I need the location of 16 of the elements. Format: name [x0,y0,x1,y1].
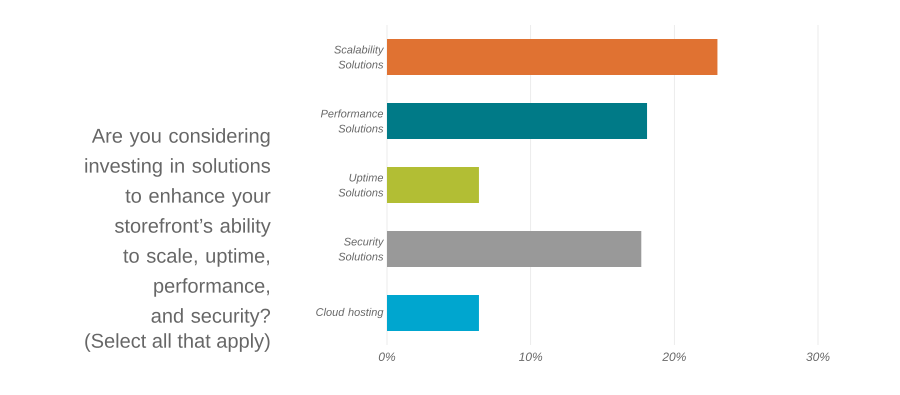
y-tick-label: Uptime Solutions [338,173,384,197]
text: Are you considering investing in solutions to enhance your storefront’s ability to scale, uptime, performance, and security? [85,128,271,327]
bar [387,103,648,140]
bar [387,231,642,268]
text: (Select all that apply) [85,333,270,352]
x-tick-label: 20% [662,352,686,362]
y-tick-label: Security Solutions [338,237,384,261]
y-tick-label: Scalability Solutions [334,45,384,69]
bar [387,167,479,204]
x-tick-label: 0% [378,352,396,362]
y-tick-label: Performance Solutions [320,109,384,133]
bar [387,295,479,332]
bar [387,39,718,76]
x-tick-label: 10% [518,352,542,362]
x-tick-label: 30% [806,352,830,362]
y-tick-label: Cloud hosting [316,308,384,318]
